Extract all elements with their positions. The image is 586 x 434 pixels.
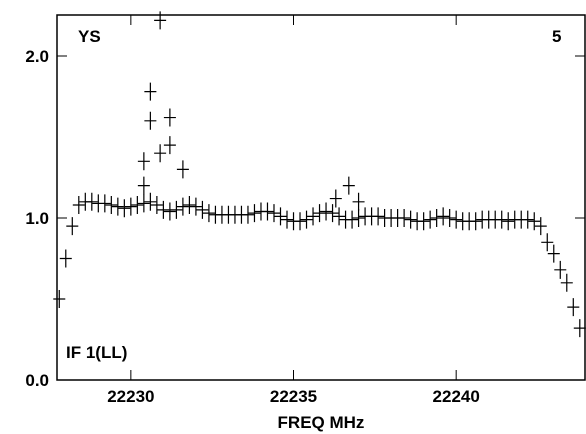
point [144,192,157,211]
point [59,249,72,268]
point [137,152,150,171]
point [417,212,430,231]
point [437,207,450,226]
point [573,319,586,338]
x-tick-label: 22240 [433,387,480,406]
point [495,210,508,229]
y-tick-label: 2.0 [25,47,49,66]
point [163,136,176,155]
point [202,204,215,223]
point [430,208,443,227]
point [118,199,131,218]
point [300,210,313,229]
point [521,210,534,229]
point [567,298,580,317]
annotation: IF 1(LL) [66,343,127,362]
point [53,289,66,308]
point [154,11,167,30]
point [267,204,280,223]
y-tick-label: 1.0 [25,209,49,228]
point [150,196,163,215]
point [176,197,189,216]
point [176,160,189,179]
point [560,273,573,292]
point [502,212,515,231]
point [450,210,463,229]
point [528,212,541,231]
point [105,196,118,215]
annotation: YS [78,27,101,46]
point [307,207,320,226]
point [554,260,567,279]
point [248,204,261,223]
point [163,108,176,127]
point [372,207,385,226]
point [424,210,437,229]
point [352,208,365,227]
annotation: 5 [552,27,561,46]
point [547,244,560,263]
point [352,192,365,211]
point [320,202,333,221]
point [189,197,202,216]
point [170,200,183,219]
x-tick-label: 22230 [107,387,154,406]
point [326,204,339,223]
point [163,202,176,221]
point [443,208,456,227]
point [85,192,98,211]
point [98,194,111,213]
point [342,176,355,195]
point [144,111,157,130]
point [313,204,326,223]
point [398,208,411,227]
x-axis-label: FREQ MHz [278,413,365,432]
point [111,197,124,216]
point [469,212,482,231]
point [346,210,359,229]
point [137,194,150,213]
y-tick-label: 0.0 [25,371,49,390]
x-tick-label: 22235 [270,387,317,406]
point [72,196,85,215]
point [137,176,150,195]
point [131,196,144,215]
point [154,144,167,163]
point [329,189,342,208]
point [196,200,209,219]
point [124,197,137,216]
point [534,217,547,236]
point [66,217,79,236]
point [294,212,307,231]
point [183,196,196,215]
point [541,233,554,252]
point [274,207,287,226]
point [404,210,417,229]
point [281,210,294,229]
plot-frame [56,14,586,381]
point [261,202,274,221]
point [241,205,254,224]
point [157,200,170,219]
point [333,207,346,226]
point [144,82,157,101]
